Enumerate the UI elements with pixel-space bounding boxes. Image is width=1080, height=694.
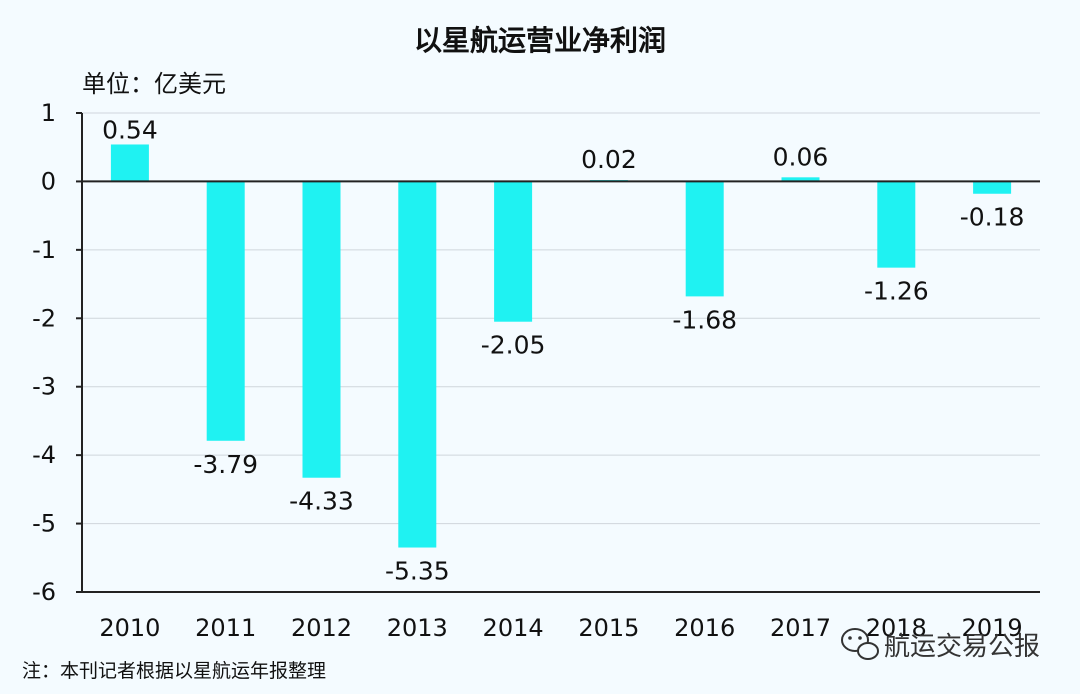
y-tick-label: -3 [32,373,56,401]
unit-label: 单位：亿美元 [82,70,226,98]
wechat-icon [841,628,879,660]
bar-2019 [973,181,1012,194]
x-tick-label: 2016 [674,614,735,642]
watermark: 航运交易公报 [841,628,1040,662]
footnote: 注：本刊记者根据以星航运年报整理 [22,660,326,682]
data-label: 0.06 [773,142,829,171]
y-tick-labels: 1 0 -1 -2 -3 -4 -5 -6 [32,99,56,606]
x-tick-label: 2019 [962,614,1023,642]
y-tick-label: -4 [32,441,56,469]
bar-2017 [781,177,820,182]
bar-2016 [685,181,724,297]
bar-2010 [110,144,149,182]
data-label: -4.33 [289,487,354,516]
data-labels: 0.54 -3.79 -4.33 -5.35 -2.05 0.02 -1.68 0.06 -1.… [102,115,1024,585]
x-tick-label: 2011 [195,614,256,642]
bar-2011 [206,181,245,441]
x-tick-label: 2017 [770,614,831,642]
x-tick-label: 2014 [483,614,544,642]
y-tick-label: 0 [41,167,56,195]
x-tick-labels: 2010 2011 2012 2013 2014 2015 2016 2017 2018 2019 [99,614,1022,642]
bars [110,144,1012,548]
data-label: -0.18 [960,203,1025,232]
bar-2014 [494,181,533,322]
x-tick-label: 2015 [578,614,639,642]
y-tick-label: 1 [41,99,56,127]
chart-title: 以星航运营业净利润 [414,24,666,57]
axes [76,112,1040,593]
x-tick-label: 2010 [99,614,160,642]
data-label: 0.02 [581,145,637,174]
bar-2013 [398,181,437,548]
data-label: -1.68 [672,305,737,334]
y-tick-label: -6 [32,578,56,606]
data-label: -2.05 [481,331,546,360]
x-tick-label: 2013 [387,614,448,642]
bar-2012 [302,181,341,478]
data-label: -5.35 [385,557,450,586]
data-label: -3.79 [193,450,258,479]
data-label: -1.26 [864,277,929,306]
y-tick-label: -2 [32,304,56,332]
x-tick-label: 2012 [291,614,352,642]
y-tick-label: -1 [32,236,56,264]
y-tick-label: -5 [32,510,56,538]
data-label: 0.54 [102,115,158,144]
watermark-text: 航运交易公报 [884,632,1040,662]
bar-2018 [877,181,916,268]
x-tick-label: 2018 [866,614,927,642]
